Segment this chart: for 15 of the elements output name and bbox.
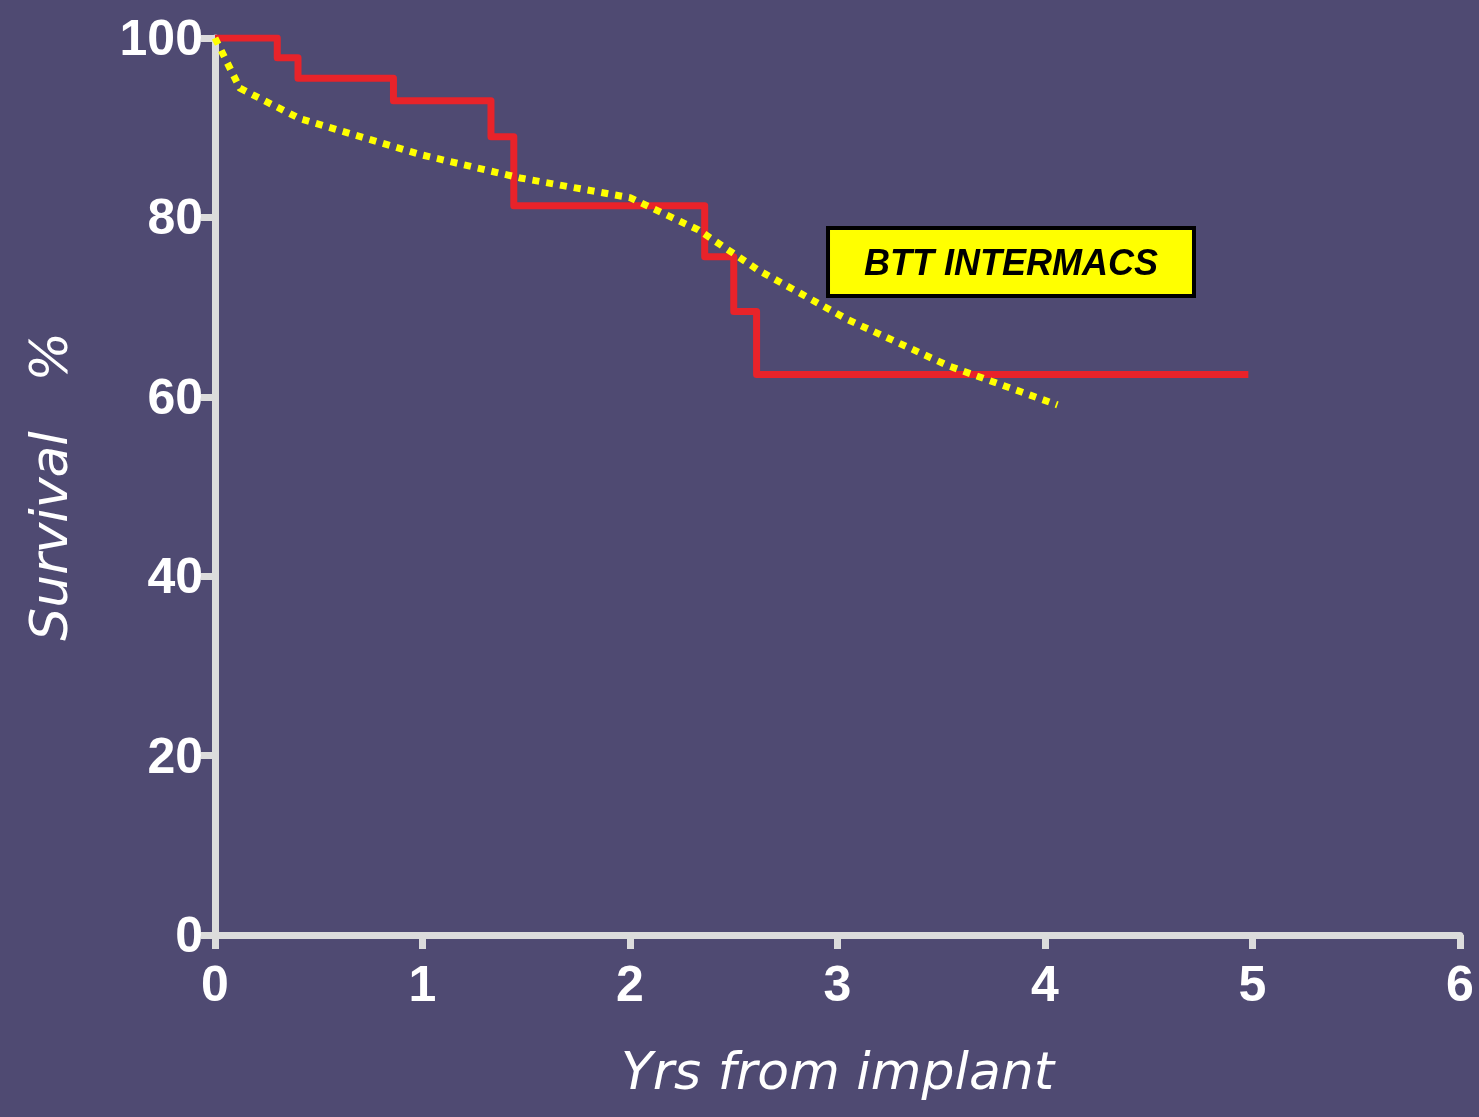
x-tick-label: 6 [1446, 956, 1474, 1012]
x-axis-title: Yrs from implant [620, 1041, 1056, 1101]
x-tick-label: 1 [408, 956, 437, 1012]
y-tick-label: 20 [147, 727, 203, 784]
x-tick-label: 5 [1238, 956, 1267, 1012]
x-tick-label: 4 [1031, 956, 1060, 1012]
y-tick-label: 60 [147, 368, 203, 425]
x-tick-label: 3 [823, 956, 852, 1012]
annotation: BTT INTERMACS [864, 241, 1158, 283]
y-tick-label: 40 [147, 548, 203, 605]
y-tick-label: 80 [147, 189, 203, 246]
y-axis-title: Survival % [19, 332, 79, 641]
y-tick-label: 0 [175, 907, 203, 963]
y-tick-label: 100 [119, 10, 203, 66]
x-tick-label: 2 [616, 956, 644, 1012]
